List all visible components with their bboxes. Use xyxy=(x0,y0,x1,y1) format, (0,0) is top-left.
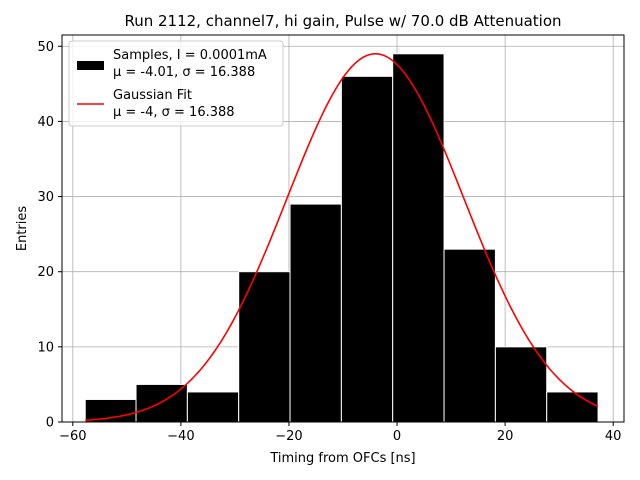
y-axis-title: Entries xyxy=(15,206,30,252)
y-tick-label: 50 xyxy=(37,40,54,55)
y-tick-label: 30 xyxy=(37,190,54,205)
histogram-bar xyxy=(289,203,342,423)
y-tick-label: 40 xyxy=(37,115,54,130)
x-tick-label: −40 xyxy=(167,429,194,444)
legend-fit-label: Gaussian Fit xyxy=(113,88,192,103)
x-tick-label: −20 xyxy=(275,429,302,444)
x-tick-label: 0 xyxy=(393,429,401,444)
histogram-bar xyxy=(443,248,496,423)
legend: Samples, I = 0.0001mA μ = -4.01, σ = 16.… xyxy=(68,40,284,127)
legend-box xyxy=(68,40,284,127)
gaussian-fit-curve xyxy=(85,52,599,422)
ticks-layer: −60 −40 −20 0 20 40 0 10 20 30 40 50 xyxy=(37,40,621,444)
histogram-bar xyxy=(186,391,240,423)
y-tick-label: 10 xyxy=(37,340,54,355)
y-tick-label: 0 xyxy=(46,416,54,431)
x-tick-label: 20 xyxy=(497,429,514,444)
x-tick-label: 40 xyxy=(605,429,622,444)
legend-samples-stats: μ = -4.01, σ = 16.388 xyxy=(113,65,255,80)
legend-swatch-samples xyxy=(77,61,104,70)
histogram-bar xyxy=(340,75,394,423)
y-tick-label: 20 xyxy=(37,265,54,280)
bars-layer xyxy=(84,53,599,423)
histogram-bar xyxy=(135,383,188,423)
histogram-bar xyxy=(392,53,445,423)
legend-fit-stats: μ = -4, σ = 16.388 xyxy=(113,105,235,120)
histogram-bar xyxy=(238,271,291,423)
chart-title: Run 2112, channel7, hi gain, Pulse w/ 70… xyxy=(124,12,561,30)
x-axis-title: Timing from OFCs [ns] xyxy=(269,451,415,466)
plot-frame xyxy=(61,34,625,423)
x-tick-label: −60 xyxy=(59,429,86,444)
histogram-bar xyxy=(546,391,599,423)
histogram-bar xyxy=(84,398,137,423)
fit-layer xyxy=(85,52,599,422)
legend-samples-label: Samples, I = 0.0001mA xyxy=(113,48,267,63)
histogram-bar xyxy=(494,346,548,423)
